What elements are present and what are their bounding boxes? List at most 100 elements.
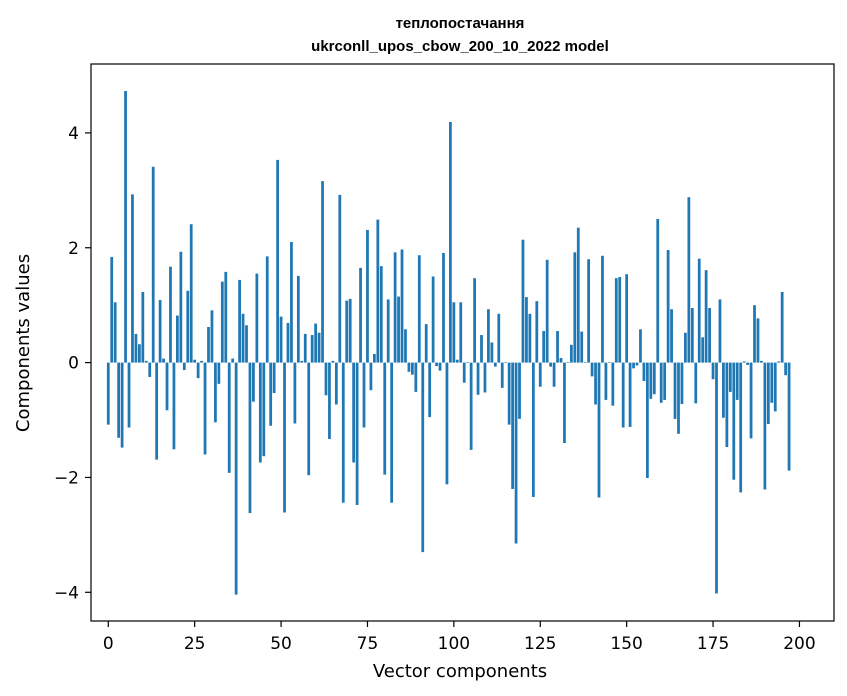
bar xyxy=(279,316,283,363)
bar xyxy=(497,313,501,363)
bar xyxy=(704,270,708,363)
bar xyxy=(452,302,456,363)
bar xyxy=(542,331,546,363)
bar xyxy=(749,362,753,439)
bar xyxy=(528,313,532,363)
bar xyxy=(469,362,473,450)
bar xyxy=(348,298,352,363)
bar xyxy=(179,251,183,363)
bar xyxy=(110,256,114,363)
y-tick-label: 4 xyxy=(68,124,79,144)
bar xyxy=(431,276,435,363)
bar xyxy=(189,224,193,363)
bar xyxy=(625,274,629,363)
bar xyxy=(296,275,300,363)
bar xyxy=(770,362,774,403)
bar xyxy=(117,362,121,438)
bar xyxy=(193,359,197,363)
bar xyxy=(511,362,514,489)
y-tick-label: 0 xyxy=(68,354,79,374)
bar xyxy=(151,166,155,363)
x-tick-label: 175 xyxy=(697,634,729,654)
bar xyxy=(666,250,670,363)
bar xyxy=(607,362,611,363)
bar xyxy=(141,291,145,363)
bar xyxy=(144,360,148,363)
bar xyxy=(158,300,162,363)
bar xyxy=(334,362,338,405)
bar xyxy=(566,362,570,363)
bar xyxy=(283,362,286,513)
bar xyxy=(303,333,307,363)
bar xyxy=(362,362,366,428)
bar xyxy=(407,362,411,372)
bar xyxy=(573,252,577,363)
bar xyxy=(252,362,255,402)
bar xyxy=(507,362,511,425)
plot-frame xyxy=(90,63,835,622)
bar xyxy=(466,362,470,363)
bar xyxy=(697,258,701,363)
bar xyxy=(321,181,324,363)
bar xyxy=(639,329,642,363)
bar xyxy=(587,259,591,363)
bar xyxy=(224,271,228,363)
bar xyxy=(214,362,217,423)
bar xyxy=(656,219,660,363)
x-tick-label: 25 xyxy=(184,634,206,654)
bar xyxy=(172,362,176,450)
bar xyxy=(632,362,635,369)
bar xyxy=(545,259,549,363)
bar xyxy=(780,291,784,363)
bar xyxy=(732,362,736,480)
bar xyxy=(663,362,667,400)
bar xyxy=(487,309,490,363)
bar xyxy=(331,360,335,363)
bar xyxy=(272,362,276,394)
x-tick-label: 100 xyxy=(438,634,470,654)
bar xyxy=(618,277,622,363)
bar xyxy=(673,362,677,419)
bar xyxy=(580,331,584,363)
bar xyxy=(473,278,476,363)
bar xyxy=(314,323,318,363)
bar xyxy=(393,252,397,363)
bar xyxy=(677,362,680,434)
bar xyxy=(590,362,594,377)
bar xyxy=(742,361,746,363)
bar xyxy=(421,362,425,553)
bar xyxy=(649,362,653,399)
bar xyxy=(293,362,297,424)
x-tick-label: 50 xyxy=(270,634,292,654)
bar xyxy=(525,297,528,363)
x-tick-label: 150 xyxy=(610,634,642,654)
bar xyxy=(241,313,245,363)
x-axis-ticks: 0 25 50 75 100 125 150 175 200 xyxy=(103,621,816,654)
bar xyxy=(684,332,687,363)
chart-subtitle: ukrconll_upos_cbow_200_10_2022 model xyxy=(311,38,609,55)
bar xyxy=(611,362,615,406)
bar xyxy=(182,362,186,371)
bar xyxy=(766,362,770,425)
bar xyxy=(390,362,394,503)
bar xyxy=(379,266,383,363)
bar xyxy=(694,362,698,404)
bar xyxy=(106,362,110,425)
bar xyxy=(310,335,314,363)
bar xyxy=(753,305,756,363)
bar xyxy=(338,194,342,363)
bar xyxy=(411,362,414,375)
y-tick-label: −4 xyxy=(54,583,79,603)
bar xyxy=(286,322,290,363)
bar xyxy=(514,362,518,544)
bar xyxy=(203,362,207,455)
bar xyxy=(538,362,542,387)
bar xyxy=(120,362,124,448)
bar xyxy=(397,296,400,363)
bar xyxy=(445,362,449,485)
bar xyxy=(621,362,625,428)
bar xyxy=(556,331,559,363)
bar xyxy=(324,362,328,396)
bar xyxy=(462,362,466,383)
